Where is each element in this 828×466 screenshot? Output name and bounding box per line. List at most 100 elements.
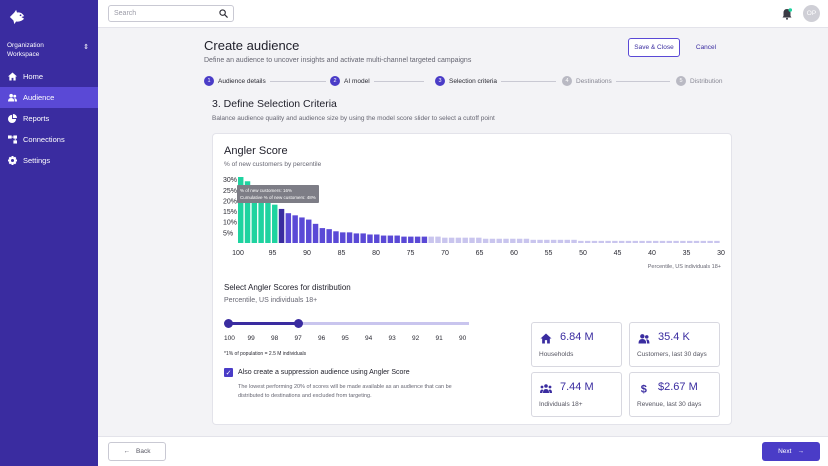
chart-bar[interactable] — [448, 237, 455, 243]
search-icon[interactable] — [219, 9, 228, 18]
slider-handle-end[interactable] — [294, 319, 303, 328]
chart-bar[interactable] — [285, 213, 292, 243]
sidebar-item-reports[interactable]: Reports — [0, 108, 98, 129]
chart-bar[interactable] — [503, 238, 509, 243]
search-input[interactable]: Search — [108, 5, 234, 22]
chart-bar[interactable] — [591, 240, 598, 243]
chart-bar[interactable] — [625, 240, 632, 243]
back-button[interactable]: ← Back — [108, 442, 166, 461]
chart-bar[interactable] — [537, 239, 543, 243]
chart-bar[interactable] — [516, 238, 523, 243]
score-range-slider[interactable] — [224, 319, 469, 329]
chart-bar[interactable] — [469, 237, 475, 243]
chart-bar[interactable] — [367, 234, 373, 243]
chart-bar[interactable] — [557, 239, 564, 243]
chart-bar[interactable] — [584, 240, 591, 243]
chart-bar[interactable] — [482, 238, 489, 243]
chart-bar[interactable] — [564, 239, 570, 243]
chart-bar[interactable] — [618, 240, 625, 243]
chart-bar[interactable] — [312, 223, 319, 243]
chart-bar[interactable] — [251, 187, 258, 243]
save-close-button[interactable]: Save & Close — [628, 38, 680, 57]
chart-bar[interactable] — [550, 239, 557, 243]
chart-bar[interactable] — [442, 237, 448, 243]
chart-bar[interactable] — [523, 238, 530, 243]
slider-tick-label: 95 — [341, 335, 349, 342]
chart-bar[interactable] — [421, 236, 428, 243]
chart-bar[interactable] — [462, 237, 468, 243]
chart-bar[interactable] — [380, 235, 387, 243]
chart-bar[interactable] — [258, 198, 264, 243]
chart-bar[interactable] — [408, 236, 414, 243]
cancel-button[interactable]: Cancel — [695, 44, 717, 51]
chart-bar[interactable] — [238, 177, 244, 243]
chart-bar[interactable] — [673, 240, 679, 243]
chart-bar[interactable] — [319, 228, 326, 243]
chart-bar[interactable] — [306, 219, 312, 243]
sidebar-item-home[interactable]: Home — [0, 66, 98, 87]
next-button[interactable]: Next → — [762, 442, 820, 461]
chart-bar[interactable] — [686, 240, 693, 243]
chart-bar[interactable] — [455, 237, 462, 243]
suppression-label[interactable]: Also create a suppression audience using… — [238, 369, 410, 376]
chart-bar[interactable] — [353, 233, 360, 243]
chart-bar[interactable] — [387, 235, 394, 243]
chart-bar[interactable] — [435, 236, 441, 243]
chart-bar[interactable] — [578, 240, 584, 243]
chart-bar[interactable] — [265, 200, 271, 243]
sidebar-item-audience[interactable]: Audience — [0, 87, 98, 108]
chart-bar[interactable] — [489, 238, 496, 243]
chart-bar[interactable] — [659, 240, 666, 243]
chart-bar[interactable] — [299, 217, 305, 243]
chart-bar[interactable] — [496, 238, 502, 243]
chart-bar[interactable] — [374, 234, 380, 243]
chart-bar[interactable] — [693, 240, 700, 243]
chart-bar[interactable] — [360, 233, 366, 243]
chart-bar[interactable] — [346, 232, 353, 243]
chart-bar[interactable] — [340, 232, 346, 243]
chart-bar[interactable] — [333, 231, 339, 243]
chart-bar[interactable] — [571, 239, 577, 243]
chart-bar[interactable] — [414, 236, 421, 243]
avatar[interactable]: OP — [803, 5, 820, 22]
bell-icon[interactable] — [782, 8, 792, 20]
chart-bar[interactable] — [666, 240, 673, 243]
chart-bar[interactable] — [278, 208, 285, 243]
chart-bar[interactable] — [292, 215, 298, 243]
chart-bar[interactable] — [605, 240, 611, 243]
angler-score-chart[interactable]: 30% 25% 20% 15% 10% 5% 100 95 90 85 80 75 70 65 60 55 50… — [213, 172, 733, 272]
sidebar-item-settings[interactable]: Settings — [0, 150, 98, 171]
org-switcher[interactable]: Organization Workspace ⇕ — [7, 41, 91, 59]
back-label: Back — [136, 448, 151, 455]
fish-logo-icon[interactable] — [8, 9, 26, 25]
sidebar-item-connections[interactable]: Connections — [0, 129, 98, 150]
chart-bar[interactable] — [598, 240, 604, 243]
suppression-checkbox[interactable]: ✓ — [224, 368, 233, 377]
chart-bar[interactable] — [707, 240, 713, 243]
chart-bar[interactable] — [530, 239, 536, 243]
chart-bar[interactable] — [632, 240, 639, 243]
chart-bar[interactable] — [244, 181, 251, 243]
step-distribution[interactable]: 5 Distribution — [676, 76, 727, 86]
chart-bar[interactable] — [394, 235, 400, 243]
step-audience-details[interactable]: 1 Audience details — [204, 76, 270, 86]
chart-bar[interactable] — [272, 204, 278, 243]
chart-bar[interactable] — [544, 239, 550, 243]
chart-bar[interactable] — [639, 240, 645, 243]
chart-bar[interactable] — [680, 240, 686, 243]
chart-bar[interactable] — [428, 236, 434, 243]
slider-track[interactable] — [228, 322, 469, 325]
chart-bar[interactable] — [326, 229, 332, 243]
step-destinations[interactable]: 4 Destinations — [562, 76, 616, 86]
chart-bar[interactable] — [652, 240, 659, 243]
step-selection-criteria[interactable]: 3 Selection criteria — [435, 76, 502, 86]
chart-bar[interactable] — [700, 240, 707, 243]
chart-bar[interactable] — [646, 240, 652, 243]
chart-bar[interactable] — [401, 236, 407, 243]
slider-handle-start[interactable] — [224, 319, 233, 328]
chart-bar[interactable] — [714, 240, 720, 243]
step-ai-model[interactable]: 2 AI model — [330, 76, 374, 86]
chart-bar[interactable] — [476, 237, 482, 243]
chart-bar[interactable] — [612, 240, 618, 243]
chart-bar[interactable] — [510, 238, 516, 243]
